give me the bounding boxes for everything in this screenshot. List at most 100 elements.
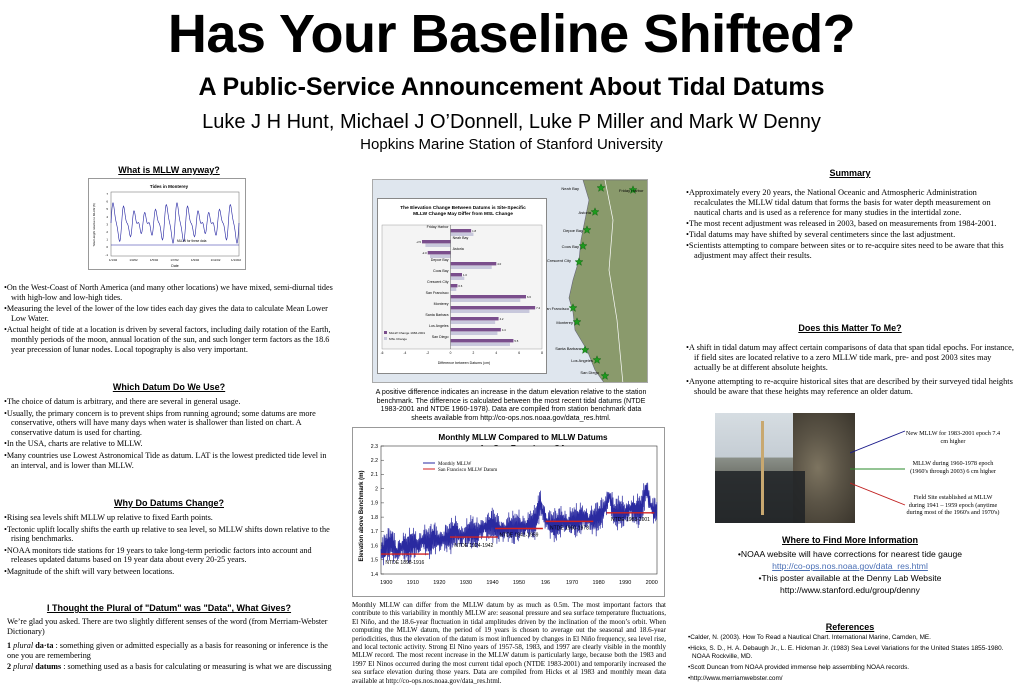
bar-category-label: San Diego — [432, 335, 449, 339]
bar-category-label: Los Angeles — [429, 324, 449, 328]
bar-xtick: 4 — [495, 351, 497, 355]
bar — [427, 251, 451, 255]
bullet: •In the USA, charts are relative to MLLW… — [4, 439, 143, 449]
datum-epoch-label: NTDE 1924-1942 — [454, 543, 493, 549]
station-star-icon — [590, 207, 600, 216]
tide-chart-ylabel: Tidal Height relative to MLLW (ft) — [92, 203, 96, 247]
tide-series-line — [110, 202, 240, 244]
bar — [450, 306, 536, 310]
section-heading-which-datum: Which Datum Do We Use? — [112, 382, 226, 392]
tide-ytick: -1 — [105, 253, 108, 257]
bar-data-label: -2.0 — [422, 251, 427, 255]
section-mllw-body: •On the West-Coast of North America (and… — [4, 283, 334, 356]
bar — [450, 276, 465, 280]
map-station-label: Neah Bay — [561, 186, 579, 191]
map-station-label: Monterey — [556, 320, 573, 325]
tide-xtick: 1/11/02 — [211, 258, 221, 262]
bullet: •Anyone attempting to re-acquire histori… — [686, 377, 1013, 396]
bar-legend-label: MLLW Change 1983-2001 — [389, 331, 425, 335]
bar — [450, 317, 499, 321]
where-line-2: •This poster available at the Denny Lab … — [758, 573, 942, 583]
callout-new-mllw: New MLLW for 1983-2001 epoch 7.4 cm high… — [905, 430, 1001, 445]
line-chart-ylabel: Elevation above Benchmark (m) — [359, 470, 365, 561]
map-caption: A positive difference indicates an incre… — [375, 388, 647, 422]
section-plural-body: We’re glad you asked. There are two slig… — [7, 617, 332, 672]
line-xtick: 1930 — [460, 580, 472, 586]
section-why-change-body: •Rising sea levels shift MLLW up relativ… — [4, 513, 334, 579]
station-star-icon — [582, 225, 592, 234]
noaa-link[interactable]: http://co-ops.nos.noaa.gov/data_res.html — [772, 561, 928, 571]
bar-category-label: Neah Bay — [453, 236, 469, 240]
tide-xtick: 1/13/02 — [231, 258, 241, 262]
bar-xtick: 0 — [450, 351, 452, 355]
bullet: •A shift in tidal datum may affect certa… — [686, 343, 1014, 372]
survey-rod — [761, 421, 764, 515]
line-xtick: 1970 — [566, 580, 578, 586]
section-heading-plural: I Thought the Plural of "Datum" was "Dat… — [46, 603, 292, 613]
tide-chart-title: Tides in Monterey — [150, 184, 189, 189]
bar-category-label: Crescent City — [427, 280, 449, 284]
station-star-icon — [568, 303, 578, 312]
bar-chart: The Elevation Change Between Datums is S… — [381, 205, 544, 365]
bar-legend-swatch — [384, 337, 387, 340]
bar-xtick: -6 — [381, 351, 384, 355]
reference-item: •Calder, N. (2003). How To Read a Nautic… — [688, 634, 931, 641]
bar-data-label: 5.5 — [514, 339, 518, 343]
bullet: •Usually, the primary concern is to prev… — [4, 408, 316, 437]
section-heading-why-change: Why Do Datums Change? — [113, 498, 224, 508]
bar — [450, 342, 510, 346]
map-svg: Neah Bay Friday Harbor Astoria Depoe Bay Coo… — [543, 180, 647, 382]
bar — [422, 240, 451, 244]
bar-legend-label: MSL Change — [389, 337, 407, 341]
bar — [450, 273, 462, 277]
bar-xtick: -4 — [403, 351, 406, 355]
authors: Luke J H Hunt, Michael J O’Donnell, Luke… — [202, 111, 821, 133]
bar — [450, 339, 514, 343]
section-matter-body: •A shift in tidal datum may affect certa… — [686, 343, 1016, 398]
bar-chart-title-2: MLLW Change May Differ from MSL Change — [413, 211, 513, 217]
def-word: da·ta — [35, 641, 54, 651]
tide-chart-svg: Tides in Monterey 7 6 5 4 3 2 1 0 -1 1/1/02 1/3/0… — [92, 184, 241, 268]
line-ytick: 1.7 — [371, 529, 378, 535]
tide-ytick: 0 — [106, 245, 108, 249]
line-xtick: 196 — [541, 580, 550, 586]
datum-epoch-label: NTDE 1941-1959 — [500, 532, 539, 538]
map-station-label: Santa Barbara — [555, 346, 582, 351]
section-heading-summary: Summary — [829, 168, 871, 178]
bar-data-label: -2.5 — [416, 240, 421, 244]
datum-epoch-label: NTDE 1898-1916 — [385, 560, 424, 566]
bar-data-label: 4.4 — [502, 328, 506, 332]
bar-data-label: 4.0 — [497, 262, 501, 266]
bullet: •Tectonic uplift locally shifts the eart… — [4, 524, 330, 544]
callout-lines — [850, 430, 906, 506]
reference-item: •http://www.merriamwebster.com/ — [688, 675, 783, 682]
tide-ytick: 1 — [106, 238, 108, 242]
line-xtick: 1920 — [433, 580, 445, 586]
bar — [450, 331, 498, 335]
section-heading-mllw: What is MLLW anyway? — [118, 165, 220, 175]
line-xtick: 1910 — [407, 580, 419, 586]
bullet: •Rising sea levels shift MLLW up relativ… — [4, 513, 213, 522]
line-ytick: 1.6 — [371, 543, 378, 549]
bullet: •Many countries use Lowest Astronomical … — [4, 450, 327, 470]
datum-epoch-label: NTDE 1983-2001 — [611, 517, 650, 523]
tide-ytick: 7 — [106, 192, 108, 196]
station-star-icon — [580, 345, 590, 354]
bar-category-label: San Francisco — [426, 291, 449, 295]
monthly-mllw-line — [380, 482, 658, 566]
section-summary-body: •Approximately every 20 years, the Natio… — [686, 188, 1016, 262]
where-line-1: •NOAA website will have corrections for … — [737, 549, 963, 559]
bar-xtick: 8 — [541, 351, 543, 355]
mllw-explanation: Monthly MLLW can differ from the MLLW da… — [352, 601, 666, 685]
tide-xtick: 1/9/02 — [191, 258, 200, 262]
bar — [450, 320, 496, 324]
bar-category-label: Monterey — [434, 302, 449, 306]
bullet: •Actual height of tide at a location is … — [4, 325, 331, 354]
tide-ytick: 6 — [106, 200, 108, 204]
line-ytick: 2.3 — [371, 444, 378, 450]
line-legend-label: Monthly MLLW — [438, 462, 472, 467]
bullet: •On the West-Coast of North America (and… — [4, 283, 333, 302]
where-line-3[interactable]: http://www.stanford.edu/group/denny — [780, 585, 920, 595]
station-star-icon — [596, 183, 606, 192]
bar — [430, 254, 451, 258]
